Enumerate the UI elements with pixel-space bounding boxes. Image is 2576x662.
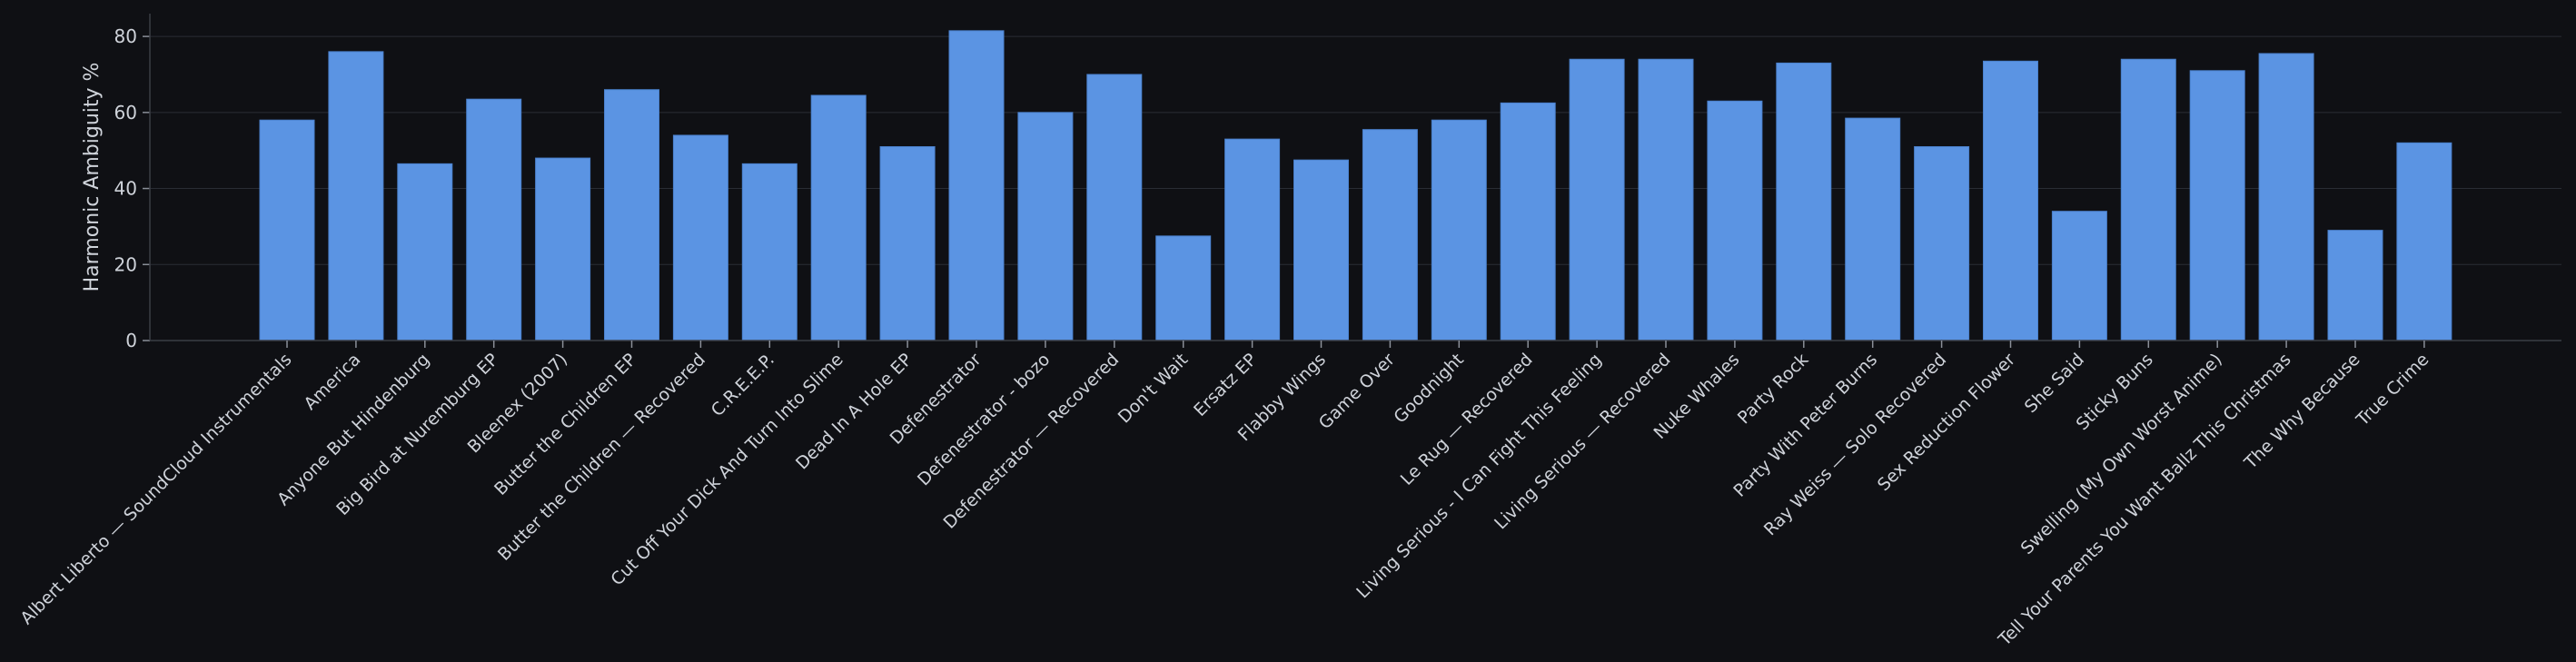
- y-axis-title: Harmonic Ambiguity %: [81, 63, 104, 292]
- bar: [259, 119, 315, 341]
- bar: [1086, 74, 1143, 341]
- bar: [1500, 102, 1556, 341]
- bar: [1224, 138, 1281, 341]
- bar: [2189, 70, 2245, 341]
- bar: [2258, 53, 2314, 341]
- bar: [397, 163, 453, 341]
- bar: [741, 163, 798, 341]
- bar: [1776, 62, 1832, 341]
- y-tick-label: 80: [114, 25, 137, 47]
- bar: [1293, 159, 1349, 341]
- bar: [1638, 58, 1694, 341]
- bar: [1362, 129, 1418, 341]
- bar: [2120, 58, 2176, 341]
- bar: [2327, 230, 2383, 341]
- bar: [1155, 235, 1212, 341]
- y-tick-label: 0: [125, 330, 137, 351]
- bar: [810, 94, 867, 341]
- bar: [466, 98, 522, 341]
- bar: [879, 146, 936, 341]
- y-tick-labels: 0 20 40 60 80: [114, 25, 137, 351]
- axes: [143, 14, 2561, 348]
- y-tick-label: 40: [114, 178, 137, 200]
- bar: [672, 134, 728, 341]
- bar: [948, 30, 1005, 341]
- bar: [1017, 112, 1074, 341]
- bar: [1983, 60, 2038, 341]
- bar: [328, 51, 384, 341]
- bars: [259, 30, 2452, 341]
- bar: [1707, 100, 1763, 341]
- bar: [1845, 117, 1901, 341]
- bar: [2051, 211, 2107, 341]
- bar: [2396, 142, 2452, 341]
- y-tick-label: 60: [114, 102, 137, 124]
- bar: [604, 89, 659, 341]
- bar: [535, 157, 591, 341]
- bar: [1431, 119, 1487, 341]
- y-tick-label: 20: [114, 253, 137, 275]
- bar: [1569, 58, 1625, 341]
- bar: [1914, 146, 1970, 341]
